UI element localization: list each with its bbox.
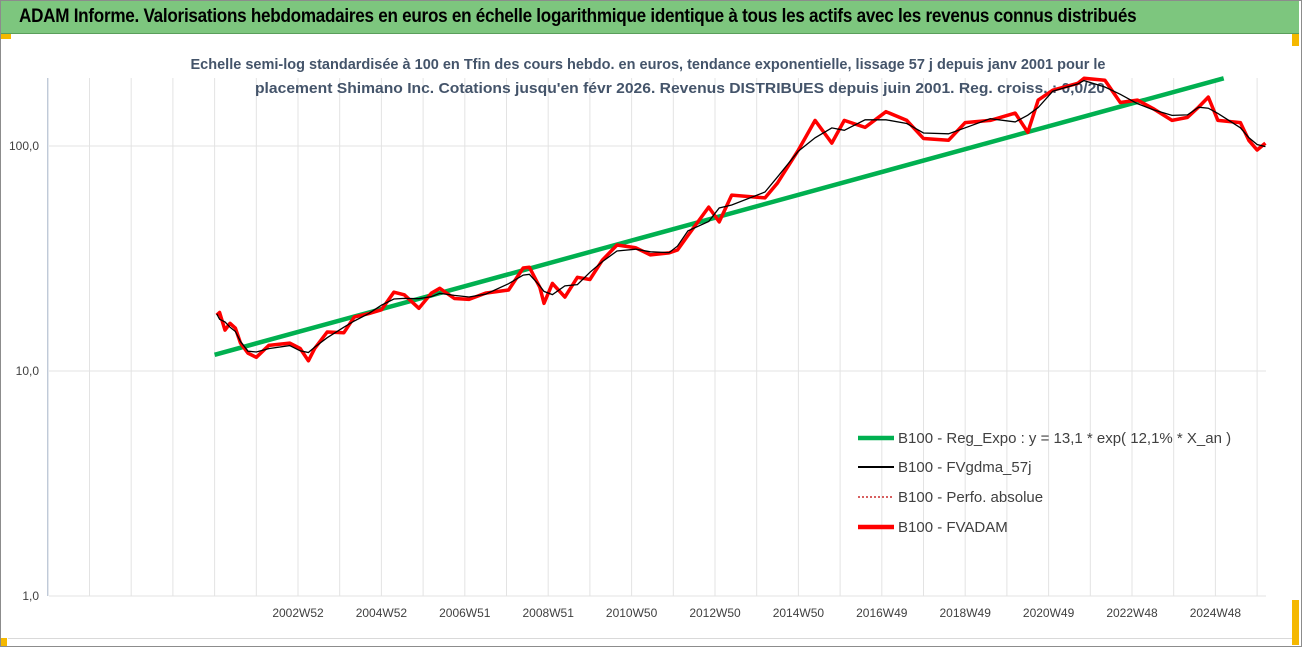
header-title: ADAM Informe. Valorisations hebdomadaire… xyxy=(19,6,1137,27)
x-tick-label: 2012W50 xyxy=(689,606,741,620)
x-tick-label: 2006W51 xyxy=(439,606,491,620)
y-tick-label: 100,0 xyxy=(9,139,39,153)
x-tick-label: 2002W52 xyxy=(272,606,324,620)
x-tick-label: 2010W50 xyxy=(606,606,658,620)
x-tick-label: 2004W52 xyxy=(356,606,408,620)
bottom-edge xyxy=(8,638,1292,639)
resize-handle[interactable] xyxy=(1,638,7,646)
y-tick-label: 1,0 xyxy=(22,589,39,603)
x-tick-label: 2024W48 xyxy=(1190,606,1242,620)
legend-label: B100 - Perfo. absolue xyxy=(898,489,1043,506)
series-fvadam-line xyxy=(215,76,1267,363)
x-tick-label: 2020W49 xyxy=(1023,606,1075,620)
x-tick-label: 2018W49 xyxy=(940,606,992,620)
legend-label: B100 - FVgdma_57j xyxy=(898,459,1031,476)
y-tick-label: 10,0 xyxy=(16,364,40,378)
x-tick-label: 2016W49 xyxy=(856,606,908,620)
x-tick-label: 2022W48 xyxy=(1106,606,1158,620)
header-bar: ADAM Informe. Valorisations hebdomadaire… xyxy=(1,1,1299,34)
legend-label: B100 - FVADAM xyxy=(898,519,1008,536)
x-tick-label: 2008W51 xyxy=(523,606,575,620)
chart-title-line-2: placement Shimano Inc. Cotations jusqu'e… xyxy=(255,80,1105,97)
resize-handle[interactable] xyxy=(1292,34,1299,46)
legend-label: B100 - Reg_Expo : y = 13,1 * exp( 12,1% … xyxy=(898,430,1231,447)
resize-handle[interactable] xyxy=(1292,600,1299,645)
resize-handle[interactable] xyxy=(1,34,11,39)
series-fvgdma-line xyxy=(216,79,1266,354)
chart-title-line-1: Echelle semi-log standardisée à 100 en T… xyxy=(191,56,1106,73)
x-tick-label: 2014W50 xyxy=(773,606,825,620)
legend: B100 - Reg_Expo : y = 13,1 * exp( 12,1% … xyxy=(858,430,1231,536)
